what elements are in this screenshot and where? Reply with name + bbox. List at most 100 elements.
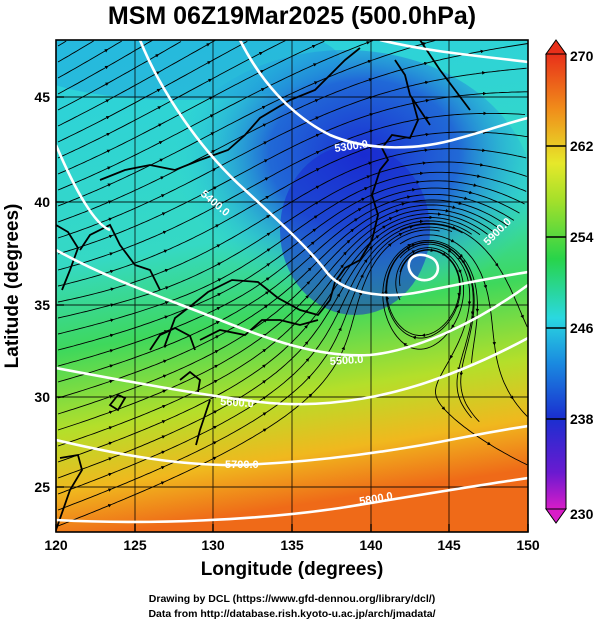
x-tick-label: 150 xyxy=(516,537,540,553)
credit-data: Data from http://database.rish.kyoto-u.a… xyxy=(148,608,435,620)
streamline-segment xyxy=(483,43,528,52)
streamline-segment xyxy=(441,213,488,235)
colorbar-tick-label: 246 xyxy=(570,320,594,336)
streamline-segment xyxy=(113,268,169,289)
streamline-segment xyxy=(216,412,267,442)
streamline-segment xyxy=(109,106,162,134)
streamline-segment xyxy=(263,44,316,71)
x-axis-ticks xyxy=(55,524,529,532)
streamline-segment xyxy=(110,140,163,168)
streamline-segment xyxy=(423,171,481,178)
streamline-segment xyxy=(57,504,112,527)
streamline-segment xyxy=(485,67,527,73)
streamline-segment xyxy=(362,232,403,275)
colorbar-bottom-triangle xyxy=(545,508,567,524)
streamline-segment xyxy=(455,207,502,231)
coastlines xyxy=(56,40,471,531)
streamline-segment xyxy=(343,225,387,265)
contour-5400 xyxy=(138,40,528,297)
streamline-segment xyxy=(371,42,427,61)
streamline-segment xyxy=(112,212,166,236)
contour-5300 xyxy=(238,40,528,149)
streamline-segment xyxy=(367,171,424,188)
streamline-segment xyxy=(485,150,527,159)
streamline-segment xyxy=(113,330,168,351)
streamline-segment xyxy=(220,262,271,294)
streamline-segment xyxy=(57,40,95,63)
streamline-segment xyxy=(462,257,480,313)
streamline-segment xyxy=(57,132,111,159)
streamline-segment xyxy=(457,314,473,372)
contour-5900 xyxy=(379,40,528,64)
streamline-segment xyxy=(219,291,269,322)
streamline-segment xyxy=(264,63,318,89)
streamline-segment xyxy=(164,456,217,483)
streamline-segment xyxy=(428,71,486,83)
streamline-segment xyxy=(372,132,430,147)
streamline-segment xyxy=(315,40,325,46)
streamline-segment xyxy=(166,320,220,346)
streamline-segment xyxy=(166,349,219,376)
streamline-segment xyxy=(111,450,166,474)
streamline-segment xyxy=(445,255,461,309)
streamline-segment xyxy=(312,218,359,255)
streamline-segment xyxy=(166,205,219,232)
colorbar-top-triangle xyxy=(545,39,567,55)
plot-area: 5300.0 5400.0 5500.0 5600.0 5700.0 5800.… xyxy=(55,39,529,533)
x-tick-label: 140 xyxy=(359,537,383,553)
streamline-segment xyxy=(162,132,215,160)
streamline-segment xyxy=(57,99,110,127)
streamline-segment xyxy=(165,395,218,421)
wind-streamlines xyxy=(57,40,528,527)
streamline-segment xyxy=(318,175,371,202)
streamline-segment xyxy=(392,208,450,219)
streamline-segment xyxy=(266,280,311,320)
streamline-segment xyxy=(164,168,217,195)
x-axis: 120 125 130 135 140 145 150 Longitude (d… xyxy=(44,524,540,580)
contour-5400b xyxy=(56,144,111,232)
colorbar-tick-label: 270 xyxy=(570,48,594,64)
streamline-segment xyxy=(415,187,473,195)
streamline-segment xyxy=(340,273,364,328)
streamline-segment xyxy=(512,398,528,417)
streamline-segment xyxy=(57,287,115,303)
streamline-segment xyxy=(415,247,462,274)
streamline-segment xyxy=(461,203,509,227)
streamline-segment xyxy=(486,91,528,94)
streamline-segment xyxy=(402,226,453,234)
colorbar-tick-label: 262 xyxy=(570,138,594,154)
streamline-segment xyxy=(108,71,160,100)
x-tick-label: 130 xyxy=(201,537,225,553)
streamline-segment xyxy=(319,113,374,135)
streamline-segment xyxy=(403,327,452,350)
streamline-segment xyxy=(459,319,474,377)
streamline-segment xyxy=(112,389,167,412)
streamline-segment xyxy=(318,78,373,100)
streamline-segment xyxy=(307,293,341,342)
x-tick-label: 145 xyxy=(437,537,461,553)
streamline-segment xyxy=(360,243,392,292)
y-axis-title: Latitude (degrees) xyxy=(2,204,23,369)
streamline-segment xyxy=(159,43,211,73)
streamline-segment xyxy=(217,348,267,381)
contour-label-5300: 5300.0 xyxy=(334,138,369,155)
streamline-segment xyxy=(216,428,267,458)
streamline-segment xyxy=(307,264,344,310)
streamline-segment xyxy=(464,263,475,320)
streamline-segment xyxy=(319,145,374,169)
streamline-segment xyxy=(215,141,268,169)
streamline-segment xyxy=(107,40,122,50)
streamline-segment xyxy=(57,200,112,223)
streamline-segment xyxy=(110,123,163,151)
streamline-segment xyxy=(268,168,320,197)
streamline-segment xyxy=(349,209,400,241)
contour-label-5600: 5600.0 xyxy=(220,396,254,410)
y-tick-label: 35 xyxy=(34,297,50,313)
y-tick-label: 30 xyxy=(34,389,50,405)
streamline-segment xyxy=(266,294,310,335)
contour-5700 xyxy=(56,424,528,467)
streamline-segment xyxy=(160,60,212,90)
streamline-segment xyxy=(165,364,219,391)
streamline-segment xyxy=(221,248,271,280)
graticule xyxy=(56,40,528,532)
